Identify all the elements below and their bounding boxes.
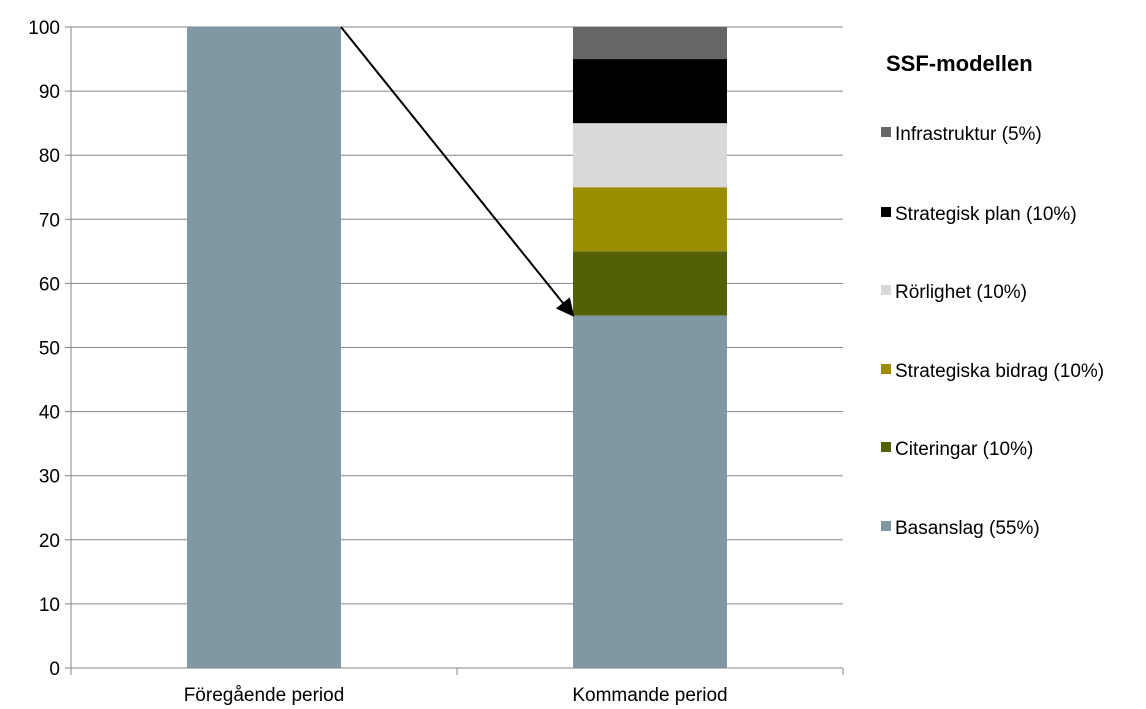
bar-segment-2-5 [573,59,727,124]
arrow-annotation [340,26,575,317]
y-tick-label: 10 [39,595,60,616]
legend-swatch [881,207,891,217]
legend-label: Strategiska bidrag (10%) [895,361,1104,382]
bar-segment-2-1 [573,315,727,668]
y-tick-label: 70 [39,210,60,231]
y-tick-label: 90 [39,82,60,103]
legend-label: Basanslag (55%) [895,518,1040,539]
bar-segment-2-3 [573,187,727,252]
bar-segment-2-2 [573,251,727,316]
y-tick-label: 50 [39,339,60,360]
legend-swatch [881,442,891,452]
legend-label: Infrastruktur (5%) [895,124,1042,145]
legend-title: SSF-modellen [886,51,1033,76]
legend-swatch [881,364,891,374]
bar-segment-1-1 [187,27,341,668]
legend-swatch [881,285,891,295]
y-tick-label: 0 [49,659,60,680]
legend-label: Strategisk plan (10%) [895,204,1077,225]
y-tick-label: 40 [39,403,60,424]
y-tick-label: 30 [39,467,60,488]
bar-segment-2-4 [573,123,727,188]
category-label: Kommande period [572,685,727,706]
y-tick-label: 100 [28,18,60,39]
bar-segment-2-6 [573,27,727,60]
category-label: Föregående period [184,685,345,706]
y-tick-label: 60 [39,274,60,295]
legend-label: Citeringar (10%) [895,439,1033,460]
legend-label: Rörlighet (10%) [895,282,1027,303]
y-tick-label: 80 [39,146,60,167]
legend-swatch [881,521,891,531]
legend-swatch [881,127,891,137]
y-tick-label: 20 [39,531,60,552]
